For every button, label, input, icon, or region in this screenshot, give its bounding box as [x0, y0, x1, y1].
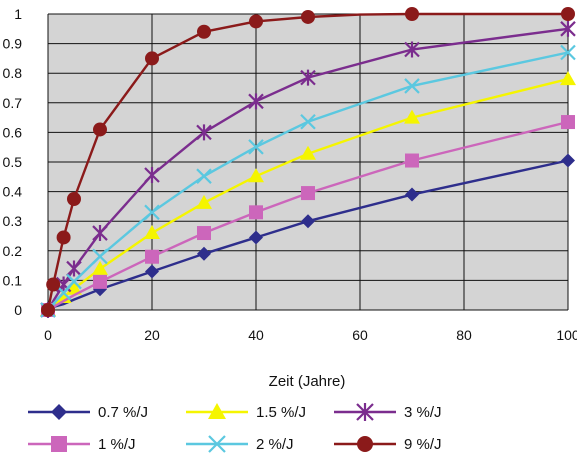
- y-tick-label: 0.1: [3, 272, 23, 288]
- data-point: [67, 192, 81, 206]
- legend-label: 1.5 %/J: [256, 404, 306, 421]
- data-point: [92, 225, 108, 242]
- data-point: [93, 122, 107, 137]
- y-tick-label: 0.2: [3, 243, 23, 259]
- y-tick-label: 0.3: [3, 213, 23, 229]
- y-tick-label: 0.8: [3, 65, 23, 81]
- data-point: [404, 109, 420, 124]
- data-point: [560, 20, 576, 37]
- data-point: [301, 186, 315, 201]
- x-axis-ticks: 0 20 40 60 80 100: [44, 327, 577, 343]
- legend-item: 1 %/J: [28, 436, 136, 453]
- legend-label: 0.7 %/J: [98, 404, 148, 421]
- legend-label: 2 %/J: [256, 436, 294, 453]
- data-point: [92, 260, 108, 275]
- data-point: [56, 230, 71, 245]
- x-tick-label: 60: [352, 327, 368, 343]
- y-tick-label: 0: [14, 302, 22, 318]
- data-point: [301, 9, 315, 24]
- data-point: [405, 187, 419, 202]
- legend: 0.7 %/J 1.5 %/J 3 %/J 1 %/J 2 %/J 9 %/J: [28, 403, 442, 453]
- x-tick-label: 20: [144, 327, 160, 343]
- series-group: [40, 7, 576, 318]
- data-point: [560, 71, 576, 86]
- y-axis-ticks: 0 0.1 0.2 0.3 0.4 0.5 0.6 0.7 0.8 0.9 1: [3, 6, 23, 318]
- y-tick-label: 0.4: [3, 184, 23, 200]
- legend-item: 0.7 %/J: [28, 404, 148, 421]
- y-tick-label: 0.6: [3, 124, 23, 140]
- data-point: [248, 93, 264, 110]
- data-point: [46, 277, 61, 292]
- data-point: [249, 205, 263, 220]
- legend-marker: [208, 435, 226, 453]
- data-point: [197, 24, 211, 39]
- data-point: [404, 78, 420, 94]
- legend-label: 1 %/J: [98, 436, 136, 453]
- data-point: [144, 204, 160, 221]
- data-point: [144, 167, 160, 184]
- data-point: [66, 260, 82, 277]
- data-point: [41, 303, 55, 317]
- data-point: [249, 14, 263, 29]
- data-point: [300, 145, 316, 160]
- data-point: [300, 113, 316, 130]
- data-point: [145, 264, 159, 279]
- data-point: [405, 7, 419, 21]
- data-point: [561, 115, 575, 130]
- data-point: [144, 225, 160, 240]
- data-point: [196, 194, 212, 209]
- legend-item: 1.5 %/J: [186, 403, 306, 421]
- x-tick-label: 100: [556, 327, 577, 343]
- legend-item: 2 %/J: [186, 435, 294, 453]
- data-point: [145, 51, 159, 66]
- data-point: [197, 226, 211, 241]
- data-point: [66, 273, 82, 290]
- y-tick-label: 0.9: [3, 36, 23, 52]
- data-point: [93, 274, 107, 289]
- x-tick-label: 80: [456, 327, 472, 343]
- legend-label: 3 %/J: [404, 404, 442, 421]
- y-tick-label: 0.5: [3, 154, 23, 170]
- legend-label: 9 %/J: [404, 436, 442, 453]
- legend-item: 9 %/J: [334, 436, 442, 453]
- y-tick-label: 1: [14, 6, 22, 22]
- data-point: [300, 69, 316, 86]
- data-point: [92, 248, 108, 265]
- data-point: [197, 246, 211, 261]
- data-point: [301, 214, 315, 229]
- data-point: [248, 168, 264, 183]
- data-point: [249, 230, 263, 245]
- data-point: [196, 168, 212, 184]
- legend-marker: [357, 436, 373, 452]
- data-point: [561, 153, 575, 168]
- data-point: [405, 153, 419, 168]
- legend-marker: [51, 404, 67, 420]
- x-tick-label: 0: [44, 327, 52, 343]
- data-point: [561, 7, 575, 21]
- legend-marker: [51, 436, 67, 452]
- x-axis-title: Zeit (Jahre): [269, 373, 346, 390]
- data-point: [560, 44, 576, 61]
- series-9-J: [41, 7, 575, 317]
- x-tick-label: 40: [248, 327, 264, 343]
- legend-marker: [356, 403, 374, 421]
- data-point: [248, 139, 264, 155]
- legend-item: 3 %/J: [334, 403, 442, 421]
- data-point: [404, 41, 420, 58]
- data-point: [145, 249, 159, 264]
- y-tick-label: 0.7: [3, 95, 23, 111]
- series-line: [46, 12, 568, 311]
- legend-marker: [208, 403, 226, 419]
- data-point: [196, 124, 212, 141]
